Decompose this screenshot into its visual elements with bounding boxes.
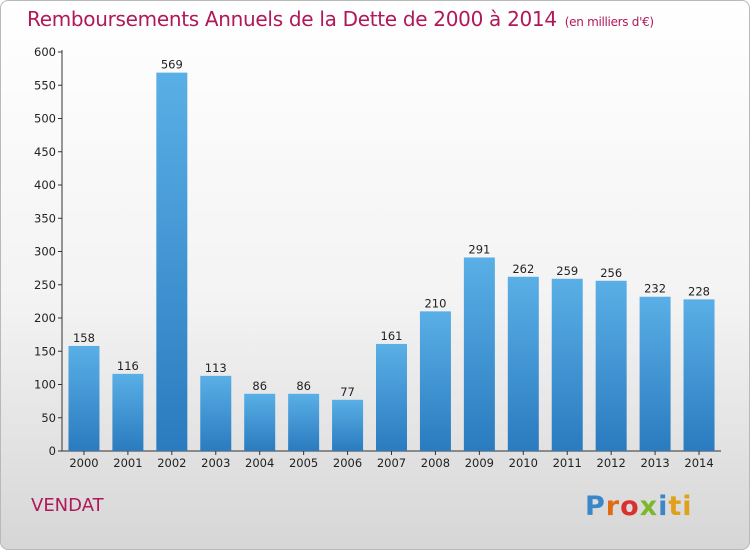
logo-letter: P bbox=[585, 491, 606, 522]
y-tick-label: 400 bbox=[34, 178, 56, 192]
y-tick-label: 300 bbox=[34, 245, 56, 259]
data-label: 259 bbox=[556, 264, 578, 278]
x-tick-label: 2010 bbox=[509, 456, 538, 470]
y-tick-label: 150 bbox=[34, 344, 56, 358]
data-label: 86 bbox=[252, 379, 267, 393]
chart-title-text: Remboursements Annuels de la Dette de 20… bbox=[27, 7, 557, 31]
proxiti-logo: Proxiti bbox=[585, 491, 693, 522]
bar bbox=[551, 278, 583, 451]
bar bbox=[639, 296, 671, 451]
data-label: 228 bbox=[688, 284, 710, 298]
chart-title: Remboursements Annuels de la Dette de 20… bbox=[27, 7, 654, 31]
bar bbox=[595, 280, 627, 451]
x-tick-label: 2000 bbox=[69, 456, 98, 470]
data-label: 262 bbox=[512, 262, 534, 276]
x-tick-label: 2007 bbox=[377, 456, 406, 470]
x-tick-label: 2011 bbox=[553, 456, 582, 470]
data-label: 113 bbox=[205, 361, 227, 375]
bar bbox=[156, 72, 188, 452]
bar bbox=[112, 373, 144, 451]
y-tick-label: 600 bbox=[34, 45, 56, 59]
logo-letter: r bbox=[605, 491, 621, 522]
data-label: 116 bbox=[117, 359, 139, 373]
x-tick-label: 2013 bbox=[640, 456, 669, 470]
chart-unit: (en milliers d'€) bbox=[564, 15, 654, 29]
data-label: 291 bbox=[468, 242, 490, 256]
bar bbox=[376, 343, 407, 451]
bar bbox=[68, 345, 100, 451]
y-tick-label: 200 bbox=[34, 311, 56, 325]
bar bbox=[419, 311, 451, 451]
bar bbox=[288, 393, 320, 451]
x-tick-label: 2003 bbox=[201, 456, 230, 470]
x-tick-label: 2012 bbox=[597, 456, 626, 470]
x-tick-label: 2004 bbox=[245, 456, 274, 470]
data-label: 86 bbox=[296, 379, 311, 393]
bar bbox=[683, 299, 715, 451]
x-tick-label: 2001 bbox=[113, 456, 142, 470]
x-tick-label: 2014 bbox=[684, 456, 713, 470]
data-label: 256 bbox=[600, 266, 622, 280]
y-tick-label: 0 bbox=[49, 444, 56, 458]
y-tick-label: 550 bbox=[34, 78, 56, 92]
x-tick-label: 2006 bbox=[333, 456, 362, 470]
y-tick-label: 450 bbox=[34, 145, 56, 159]
town-name: VENDAT bbox=[31, 495, 104, 516]
data-label: 232 bbox=[644, 282, 666, 296]
data-label: 569 bbox=[161, 58, 183, 72]
data-label: 161 bbox=[381, 329, 403, 343]
logo-letter: ti bbox=[668, 491, 693, 522]
x-tick-label: 2005 bbox=[289, 456, 318, 470]
bar bbox=[244, 393, 276, 451]
bar bbox=[332, 399, 364, 451]
bar bbox=[200, 375, 232, 451]
x-tick-label: 2009 bbox=[465, 456, 494, 470]
bar bbox=[507, 276, 539, 451]
y-tick-label: 100 bbox=[34, 378, 56, 392]
data-label: 158 bbox=[73, 331, 95, 345]
x-tick-label: 2008 bbox=[421, 456, 450, 470]
logo-letter: x bbox=[639, 491, 659, 522]
data-label: 77 bbox=[340, 385, 355, 399]
y-tick-label: 50 bbox=[41, 411, 56, 425]
y-tick-label: 250 bbox=[34, 278, 56, 292]
data-label: 210 bbox=[424, 296, 446, 310]
x-tick-label: 2002 bbox=[157, 456, 186, 470]
y-tick-label: 500 bbox=[34, 112, 56, 126]
y-tick-label: 350 bbox=[34, 211, 56, 225]
logo-letter: o bbox=[620, 491, 640, 522]
logo-letter: i bbox=[658, 491, 669, 522]
bar bbox=[463, 257, 495, 451]
